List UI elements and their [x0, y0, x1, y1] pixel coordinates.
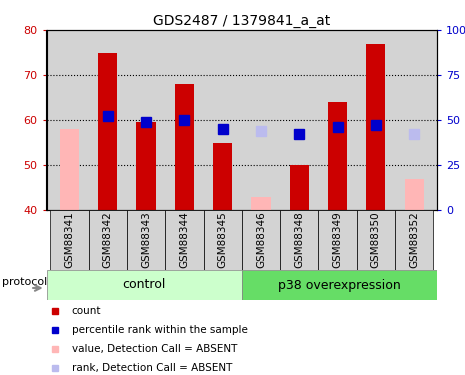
Bar: [405, 178, 424, 210]
Bar: [319, 210, 357, 270]
Text: GSM88343: GSM88343: [141, 211, 151, 268]
Bar: [165, 210, 204, 270]
Text: value, Detection Call = ABSENT: value, Detection Call = ABSENT: [72, 344, 237, 354]
Bar: [290, 165, 309, 210]
Bar: [328, 102, 347, 210]
Bar: [366, 44, 385, 210]
Bar: [252, 196, 271, 210]
Bar: [280, 210, 319, 270]
Bar: [242, 210, 280, 270]
Bar: [175, 84, 194, 210]
Bar: [137, 122, 156, 210]
Bar: [213, 142, 232, 210]
Bar: [204, 210, 242, 270]
Text: GSM88345: GSM88345: [218, 211, 228, 268]
Bar: [46, 270, 242, 300]
Bar: [395, 210, 433, 270]
Text: p38 overexpression: p38 overexpression: [278, 279, 401, 291]
Bar: [98, 53, 117, 210]
Bar: [50, 210, 89, 270]
Bar: [60, 129, 79, 210]
Bar: [242, 270, 437, 300]
Text: GSM88349: GSM88349: [332, 211, 343, 268]
Text: percentile rank within the sample: percentile rank within the sample: [72, 325, 247, 335]
Bar: [89, 210, 127, 270]
Text: rank, Detection Call = ABSENT: rank, Detection Call = ABSENT: [72, 363, 232, 372]
Text: GSM88341: GSM88341: [65, 211, 74, 268]
Text: count: count: [72, 306, 101, 316]
Text: GSM88342: GSM88342: [103, 211, 113, 268]
Text: GSM88350: GSM88350: [371, 211, 381, 268]
Bar: [127, 210, 165, 270]
Text: protocol: protocol: [2, 277, 47, 287]
Text: GSM88352: GSM88352: [409, 211, 419, 268]
Title: GDS2487 / 1379841_a_at: GDS2487 / 1379841_a_at: [153, 13, 331, 28]
Text: GSM88346: GSM88346: [256, 211, 266, 268]
Bar: [357, 210, 395, 270]
Text: control: control: [122, 279, 166, 291]
Text: GSM88344: GSM88344: [179, 211, 189, 268]
Text: GSM88348: GSM88348: [294, 211, 304, 268]
